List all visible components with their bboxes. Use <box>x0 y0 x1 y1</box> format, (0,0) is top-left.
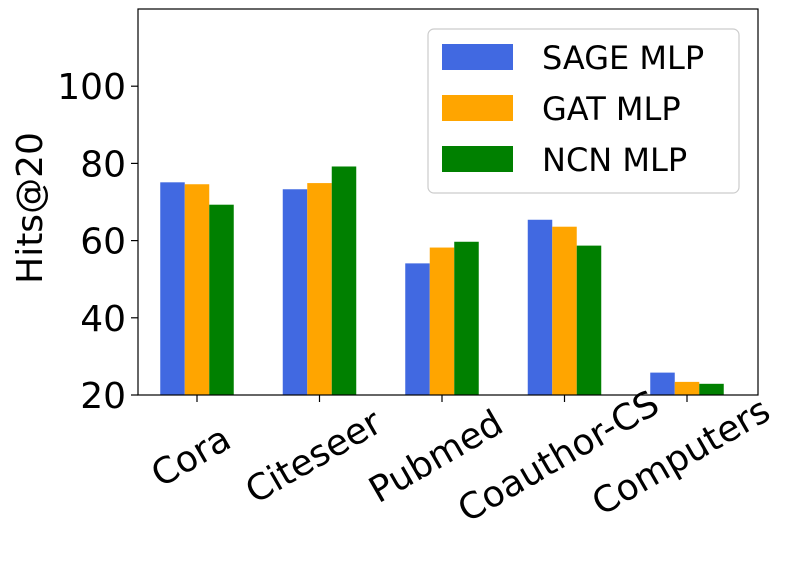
bar-sage-mlp-citeseer <box>282 189 308 395</box>
bar-ncn-mlp-cora <box>209 204 234 395</box>
y-axis: 20 40 60 80 100 <box>57 67 138 417</box>
bar-gat-mlp-citeseer <box>307 183 332 395</box>
bar-sage-mlp-coauthor-cs <box>527 219 553 395</box>
bars-layer <box>160 166 724 395</box>
bar-ncn-mlp-coauthor-cs <box>576 245 602 395</box>
y-tick-label: 40 <box>80 299 126 340</box>
bar-gat-mlp-computers <box>674 381 700 395</box>
bar-sage-mlp-computers <box>650 372 675 395</box>
plot-frame <box>137 8 759 396</box>
bar-gat-mlp-coauthor-cs <box>552 226 577 395</box>
y-axis-label: Hits@20 <box>10 132 51 284</box>
bar-ncn-mlp-computers <box>699 383 724 395</box>
y-tick-label: 20 <box>80 376 126 417</box>
bar-gat-mlp-pubmed <box>429 247 455 395</box>
bar-sage-mlp-cora <box>160 182 185 395</box>
y-tick-label: 80 <box>80 144 126 185</box>
x-tick-label-cora: Cora <box>145 418 238 496</box>
legend-items: SAGE MLP GAT MLP NCN MLP <box>442 39 704 179</box>
x-tick-label-citeseer: Citeseer <box>239 402 389 512</box>
y-tick-label: 100 <box>57 67 126 108</box>
bar-sage-mlp-pubmed <box>405 263 430 395</box>
bar-gat-mlp-cora <box>184 184 210 395</box>
legend: SAGE MLP GAT MLP NCN MLP <box>427 28 740 194</box>
legend-swatch-ncn-mlp <box>442 146 513 172</box>
legend-swatch-gat-mlp <box>442 95 513 121</box>
bar-ncn-mlp-pubmed <box>454 241 479 395</box>
legend-label-sage-mlp: SAGE MLP <box>542 39 704 77</box>
legend-label-gat-mlp: GAT MLP <box>542 90 681 128</box>
y-tick-label: 60 <box>80 222 126 263</box>
legend-label-ncn-mlp: NCN MLP <box>542 141 687 179</box>
bar-ncn-mlp-citeseer <box>331 166 357 395</box>
legend-swatch-sage-mlp <box>442 44 513 70</box>
